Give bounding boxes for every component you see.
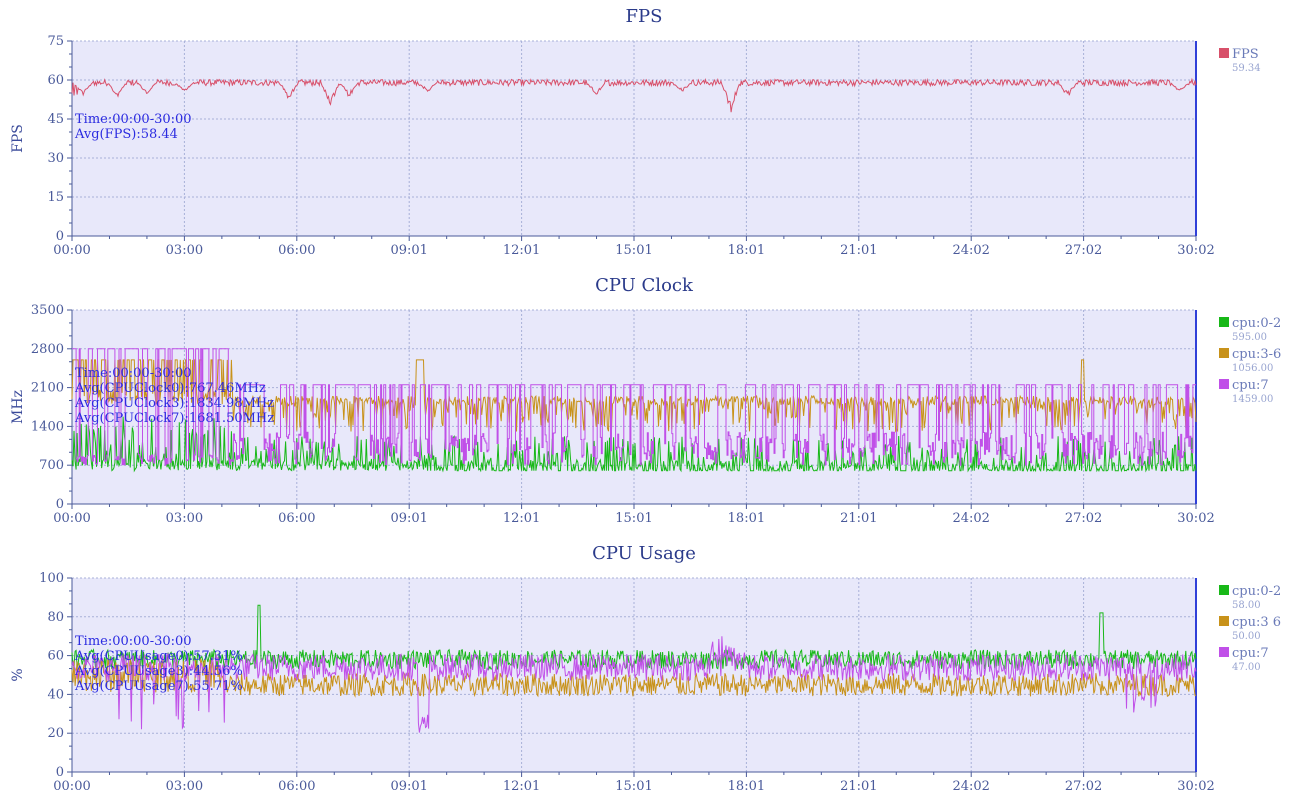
y-tick-label: 80 xyxy=(47,610,64,625)
x-tick-label: 00:00 xyxy=(53,511,90,526)
chart-title: CPU Usage xyxy=(592,543,696,564)
x-tick-label: 15:01 xyxy=(615,779,652,794)
stats-annotation: Avg(CPUUsage0):57.31% xyxy=(74,649,243,664)
stats-annotation: Avg(CPUClock7):1681.50MHz xyxy=(74,411,274,426)
x-tick-label: 30:02 xyxy=(1177,511,1214,526)
legend-swatch[interactable] xyxy=(1219,317,1229,327)
y-tick-label: 0 xyxy=(56,497,64,512)
legend-value: 595.00 xyxy=(1232,332,1267,343)
x-tick-label: 27:02 xyxy=(1065,511,1102,526)
x-tick-label: 24:02 xyxy=(952,511,989,526)
x-tick-label: 06:00 xyxy=(278,243,315,258)
x-tick-label: 21:01 xyxy=(840,779,877,794)
x-tick-label: 03:00 xyxy=(166,511,203,526)
x-tick-label: 09:01 xyxy=(390,779,427,794)
x-tick-label: 06:00 xyxy=(278,511,315,526)
cpu-usage-chart: CPU Usage 0 20 40 60 80 100 00:00 03:00 06:00 09:0… xyxy=(10,543,1281,794)
series-line-cpu-3-6 xyxy=(71,359,1197,433)
y-tick-label: 60 xyxy=(47,649,64,664)
y-tick-label: 3500 xyxy=(31,303,64,318)
legend-value: 1056.00 xyxy=(1232,363,1273,374)
stats-annotation: Avg(FPS):58.44 xyxy=(74,127,178,142)
cpu-clock-chart: CPU Clock 0 700 1400 2100 2800 3500 00:00 03:00 0… xyxy=(10,275,1281,526)
stats-annotation: Time:00:00-30:00 xyxy=(75,366,192,381)
series-line-cpu-7 xyxy=(72,348,1196,466)
chart-title: FPS xyxy=(626,6,663,27)
legend-swatch[interactable] xyxy=(1219,379,1229,389)
y-tick-label: 20 xyxy=(47,726,64,741)
y-tick-label: 75 xyxy=(47,34,64,49)
legend-swatch[interactable] xyxy=(1219,348,1229,358)
legend-value: 59.34 xyxy=(1232,63,1261,74)
chart-title: CPU Clock xyxy=(595,275,694,296)
series-line-cpu-0-2 xyxy=(71,416,1197,473)
y-tick-label: 45 xyxy=(47,112,64,127)
legend-value: 1459.00 xyxy=(1232,394,1273,405)
y-tick-label: 1400 xyxy=(31,419,64,434)
x-tick-label: 18:01 xyxy=(728,779,765,794)
x-tick-label: 21:01 xyxy=(840,243,877,258)
x-tick-label: 30:02 xyxy=(1177,243,1214,258)
x-tick-label: 12:01 xyxy=(503,243,540,258)
y-tick-label: 40 xyxy=(47,687,64,702)
legend-label[interactable]: cpu:3-6 xyxy=(1232,347,1281,362)
x-tick-label: 24:02 xyxy=(952,779,989,794)
stats-annotation: Avg(CPUClock3):1834.98MHz xyxy=(74,396,274,411)
x-tick-label: 21:01 xyxy=(840,511,877,526)
y-axis-label: MHz xyxy=(10,390,26,424)
fps-chart: FPS 0 15 30 45 60 75 00:00 03:00 06:00 09:01 12:01 1… xyxy=(10,6,1261,258)
y-tick-label: 0 xyxy=(56,229,64,244)
y-axis-label: FPS xyxy=(10,124,26,153)
x-tick-label: 18:01 xyxy=(728,511,765,526)
y-tick-label: 30 xyxy=(47,151,64,166)
series-line-FPS xyxy=(71,77,1197,113)
stats-annotation: Time:00:00-30:00 xyxy=(75,112,192,127)
y-axis-label: % xyxy=(10,668,26,681)
legend-label[interactable]: FPS xyxy=(1232,47,1259,62)
x-tick-label: 30:02 xyxy=(1177,779,1214,794)
y-tick-label: 2800 xyxy=(31,342,64,357)
x-tick-label: 15:01 xyxy=(615,511,652,526)
x-tick-label: 18:01 xyxy=(728,243,765,258)
legend-swatch[interactable] xyxy=(1219,647,1229,657)
stats-annotation: Avg(CPUUsage7):55.71% xyxy=(74,679,243,694)
legend-value: 50.00 xyxy=(1232,631,1261,642)
y-tick-label: 2100 xyxy=(31,381,64,396)
x-tick-label: 12:01 xyxy=(503,779,540,794)
legend-swatch[interactable] xyxy=(1219,48,1229,58)
x-tick-label: 03:00 xyxy=(166,779,203,794)
x-tick-label: 24:02 xyxy=(952,243,989,258)
stats-annotation: Time:00:00-30:00 xyxy=(75,634,192,649)
legend-swatch[interactable] xyxy=(1219,585,1229,595)
x-tick-label: 03:00 xyxy=(166,243,203,258)
y-tick-label: 60 xyxy=(47,73,64,88)
x-tick-label: 06:00 xyxy=(278,779,315,794)
x-tick-label: 09:01 xyxy=(390,511,427,526)
stats-annotation: Avg(CPUUsage3):44.56% xyxy=(74,664,243,679)
x-tick-label: 12:01 xyxy=(503,511,540,526)
y-tick-label: 100 xyxy=(39,571,64,586)
y-tick-label: 0 xyxy=(56,765,64,780)
x-tick-label: 09:01 xyxy=(390,243,427,258)
y-tick-label: 15 xyxy=(47,190,64,205)
x-tick-label: 27:02 xyxy=(1065,779,1102,794)
x-tick-label: 00:00 xyxy=(53,243,90,258)
legend-label[interactable]: cpu:0-2 xyxy=(1232,584,1281,599)
legend-swatch[interactable] xyxy=(1219,616,1229,626)
legend-label[interactable]: cpu:7 xyxy=(1232,378,1269,393)
legend-value: 47.00 xyxy=(1232,662,1261,673)
series-line-cpu-3-6 xyxy=(71,658,1197,698)
legend-label[interactable]: cpu:7 xyxy=(1232,646,1269,661)
series-line-cpu-7 xyxy=(71,636,1197,733)
x-tick-label: 27:02 xyxy=(1065,243,1102,258)
legend-label[interactable]: cpu:3 6 xyxy=(1232,615,1281,630)
legend-label[interactable]: cpu:0-2 xyxy=(1232,316,1281,331)
y-tick-label: 700 xyxy=(39,458,64,473)
x-tick-label: 00:00 xyxy=(53,779,90,794)
stats-annotation: Avg(CPUClock0):767.46MHz xyxy=(74,381,266,396)
x-tick-label: 15:01 xyxy=(615,243,652,258)
legend-value: 58.00 xyxy=(1232,600,1261,611)
